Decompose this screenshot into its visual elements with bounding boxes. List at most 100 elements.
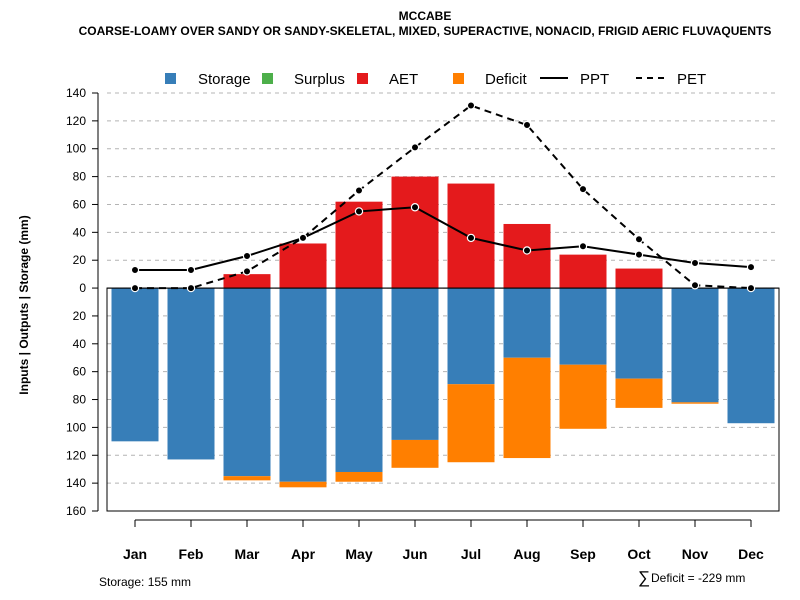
y-tick-label: 140 bbox=[66, 86, 86, 100]
y-tick-label: 160 bbox=[66, 504, 86, 518]
pet-point bbox=[690, 281, 700, 290]
storage-bar bbox=[223, 288, 271, 477]
pet-point bbox=[410, 143, 420, 152]
aet-bar bbox=[223, 274, 271, 289]
aet-bar bbox=[391, 176, 439, 289]
pet-point bbox=[466, 101, 476, 110]
legend-label-pet: PET bbox=[677, 71, 706, 88]
ppt-point bbox=[466, 233, 476, 243]
pet-point bbox=[242, 267, 252, 276]
deficit-bar bbox=[279, 481, 327, 488]
x-tick-label: Jun bbox=[403, 546, 428, 562]
y-tick-label: 120 bbox=[66, 114, 86, 128]
y-tick-label: 80 bbox=[73, 393, 87, 407]
y-tick-label: 20 bbox=[73, 309, 87, 323]
chart-title: MCCABE bbox=[399, 9, 452, 23]
ppt-point bbox=[130, 265, 140, 275]
gridlines bbox=[107, 92, 779, 484]
deficit-bar bbox=[447, 384, 495, 463]
y-tick-label: 0 bbox=[79, 281, 86, 295]
deficit-note: Deficit = -229 mm bbox=[651, 571, 745, 585]
pet-point bbox=[746, 283, 756, 293]
storage-bar bbox=[279, 288, 327, 482]
x-tick-label: Jul bbox=[461, 546, 481, 562]
pet-point bbox=[578, 184, 588, 194]
x-tick-label: Oct bbox=[627, 546, 651, 562]
aet-bar bbox=[559, 254, 607, 289]
series-lines bbox=[130, 101, 756, 293]
storage-bar bbox=[447, 288, 495, 385]
legend-label-ppt: PPT bbox=[580, 71, 609, 88]
pet-point bbox=[130, 283, 140, 293]
deficit-bar bbox=[391, 439, 439, 468]
pet-line bbox=[135, 104, 752, 290]
legend-label-deficit: Deficit bbox=[485, 71, 528, 88]
x-tick-label: Aug bbox=[513, 546, 540, 562]
aet-bar bbox=[279, 243, 327, 289]
y-tick-label: 60 bbox=[73, 365, 87, 379]
legend-swatch-aet bbox=[357, 73, 368, 84]
ppt-point bbox=[690, 258, 700, 268]
chart-subtitle: COARSE-LOAMY OVER SANDY OR SANDY-SKELETA… bbox=[79, 24, 772, 38]
storage-bar bbox=[167, 288, 215, 460]
ppt-point bbox=[634, 250, 644, 259]
ppt-point bbox=[354, 207, 364, 216]
y-axis-label: Inputs | Outputs | Storage (mm) bbox=[17, 215, 31, 394]
legend-label-aet: AET bbox=[389, 71, 418, 88]
storage-bar bbox=[111, 288, 159, 442]
y-tick-label: 60 bbox=[73, 197, 87, 211]
x-tick-label: Apr bbox=[291, 546, 316, 562]
storage-bar bbox=[615, 288, 663, 379]
ppt-point bbox=[298, 233, 308, 243]
ppt-point bbox=[410, 203, 420, 212]
storage-note: Storage: 155 mm bbox=[99, 575, 191, 589]
y-tick-label: 100 bbox=[66, 420, 86, 434]
x-tick-label: May bbox=[345, 546, 372, 562]
legend-label-storage: Storage bbox=[198, 71, 251, 88]
bars bbox=[106, 176, 780, 512]
x-tick-label: Feb bbox=[179, 546, 204, 562]
storage-bar bbox=[503, 288, 551, 358]
legend-label-surplus: Surplus bbox=[294, 71, 345, 88]
y-tick-label: 100 bbox=[66, 142, 86, 156]
x-tick-label: Dec bbox=[738, 546, 764, 562]
deficit-bar bbox=[503, 357, 551, 459]
ppt-point bbox=[746, 262, 756, 272]
deficit-bar bbox=[335, 471, 383, 482]
deficit-bar bbox=[223, 476, 271, 481]
deficit-bar bbox=[559, 364, 607, 429]
sum-symbol: ∑ bbox=[638, 568, 650, 587]
y-tick-label: 80 bbox=[73, 170, 87, 184]
storage-bar bbox=[335, 288, 383, 472]
storage-bar bbox=[391, 288, 439, 440]
deficit-bar bbox=[671, 402, 719, 404]
y-axis: 140 120 100 80 60 40 20 0 20 40 60 80 100 120 140 160 bbox=[66, 86, 99, 518]
storage-bar bbox=[671, 288, 719, 403]
pet-point bbox=[354, 186, 364, 195]
legend-swatch-storage bbox=[165, 73, 176, 84]
legend-swatch-surplus bbox=[262, 73, 273, 84]
ppt-point bbox=[522, 246, 532, 255]
y-tick-label: 140 bbox=[66, 476, 86, 490]
y-tick-label: 40 bbox=[73, 337, 87, 351]
legend: Storage Surplus AET Deficit PPT PET bbox=[165, 71, 706, 88]
y-tick-label: 20 bbox=[73, 253, 87, 267]
storage-bar bbox=[559, 288, 607, 365]
ppt-point bbox=[242, 251, 252, 261]
pet-point bbox=[634, 235, 644, 244]
aet-bar bbox=[503, 223, 551, 289]
x-tick-label: Jan bbox=[123, 546, 147, 562]
x-tick-label: Nov bbox=[682, 546, 709, 562]
deficit-bar bbox=[615, 378, 663, 408]
pet-point bbox=[186, 283, 196, 293]
y-tick-label: 40 bbox=[73, 225, 87, 239]
y-tick-label: 120 bbox=[66, 448, 86, 462]
aet-bar bbox=[615, 268, 663, 289]
aet-bar bbox=[335, 201, 383, 289]
pet-point bbox=[522, 120, 532, 130]
storage-bar bbox=[727, 288, 775, 424]
x-tick-label: Sep bbox=[570, 546, 596, 562]
x-tick-label: Mar bbox=[235, 546, 260, 562]
x-axis: Jan Feb Mar Apr May Jun Jul Aug Sep Oct Nov Dec bbox=[123, 519, 764, 562]
